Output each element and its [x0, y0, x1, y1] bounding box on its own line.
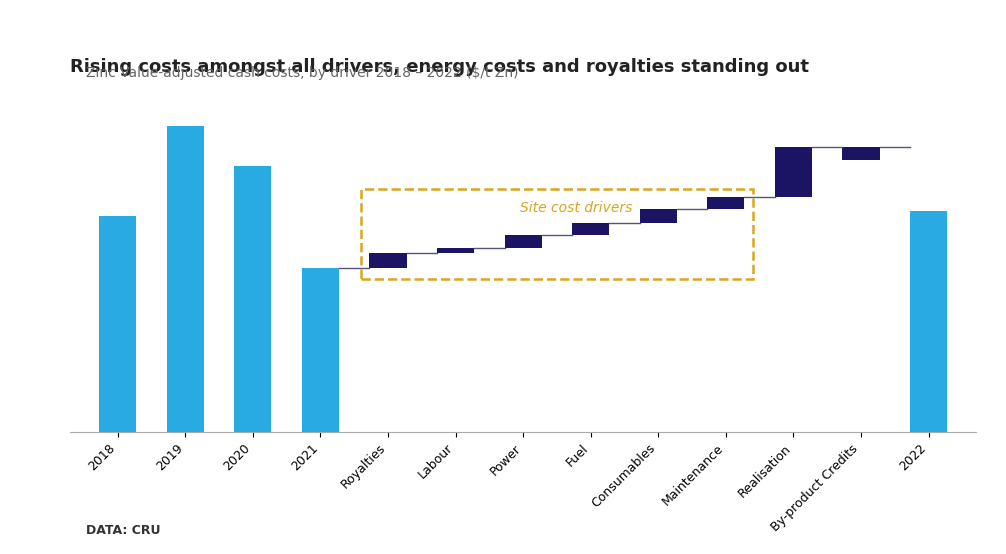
Bar: [302, 268, 339, 432]
Bar: [505, 235, 541, 248]
Bar: [100, 216, 136, 432]
Bar: [437, 248, 474, 253]
Bar: [707, 197, 744, 209]
Bar: [775, 147, 812, 197]
Bar: [640, 209, 677, 223]
Bar: [842, 147, 879, 160]
Bar: [167, 126, 204, 432]
Bar: [369, 253, 406, 268]
Bar: [234, 166, 272, 432]
Text: DATA: CRU: DATA: CRU: [86, 525, 160, 537]
Bar: [910, 211, 947, 432]
Bar: [361, 189, 752, 279]
Text: Rising costs amongst all drivers, energy costs and royalties standing out: Rising costs amongst all drivers, energy…: [70, 58, 810, 76]
Bar: [572, 223, 610, 235]
Text: Site cost drivers: Site cost drivers: [520, 201, 633, 214]
Text: Zinc Value-adjusted cash costs, by driver 2018 – 2022 ($/t Zn): Zinc Value-adjusted cash costs, by drive…: [86, 66, 518, 80]
